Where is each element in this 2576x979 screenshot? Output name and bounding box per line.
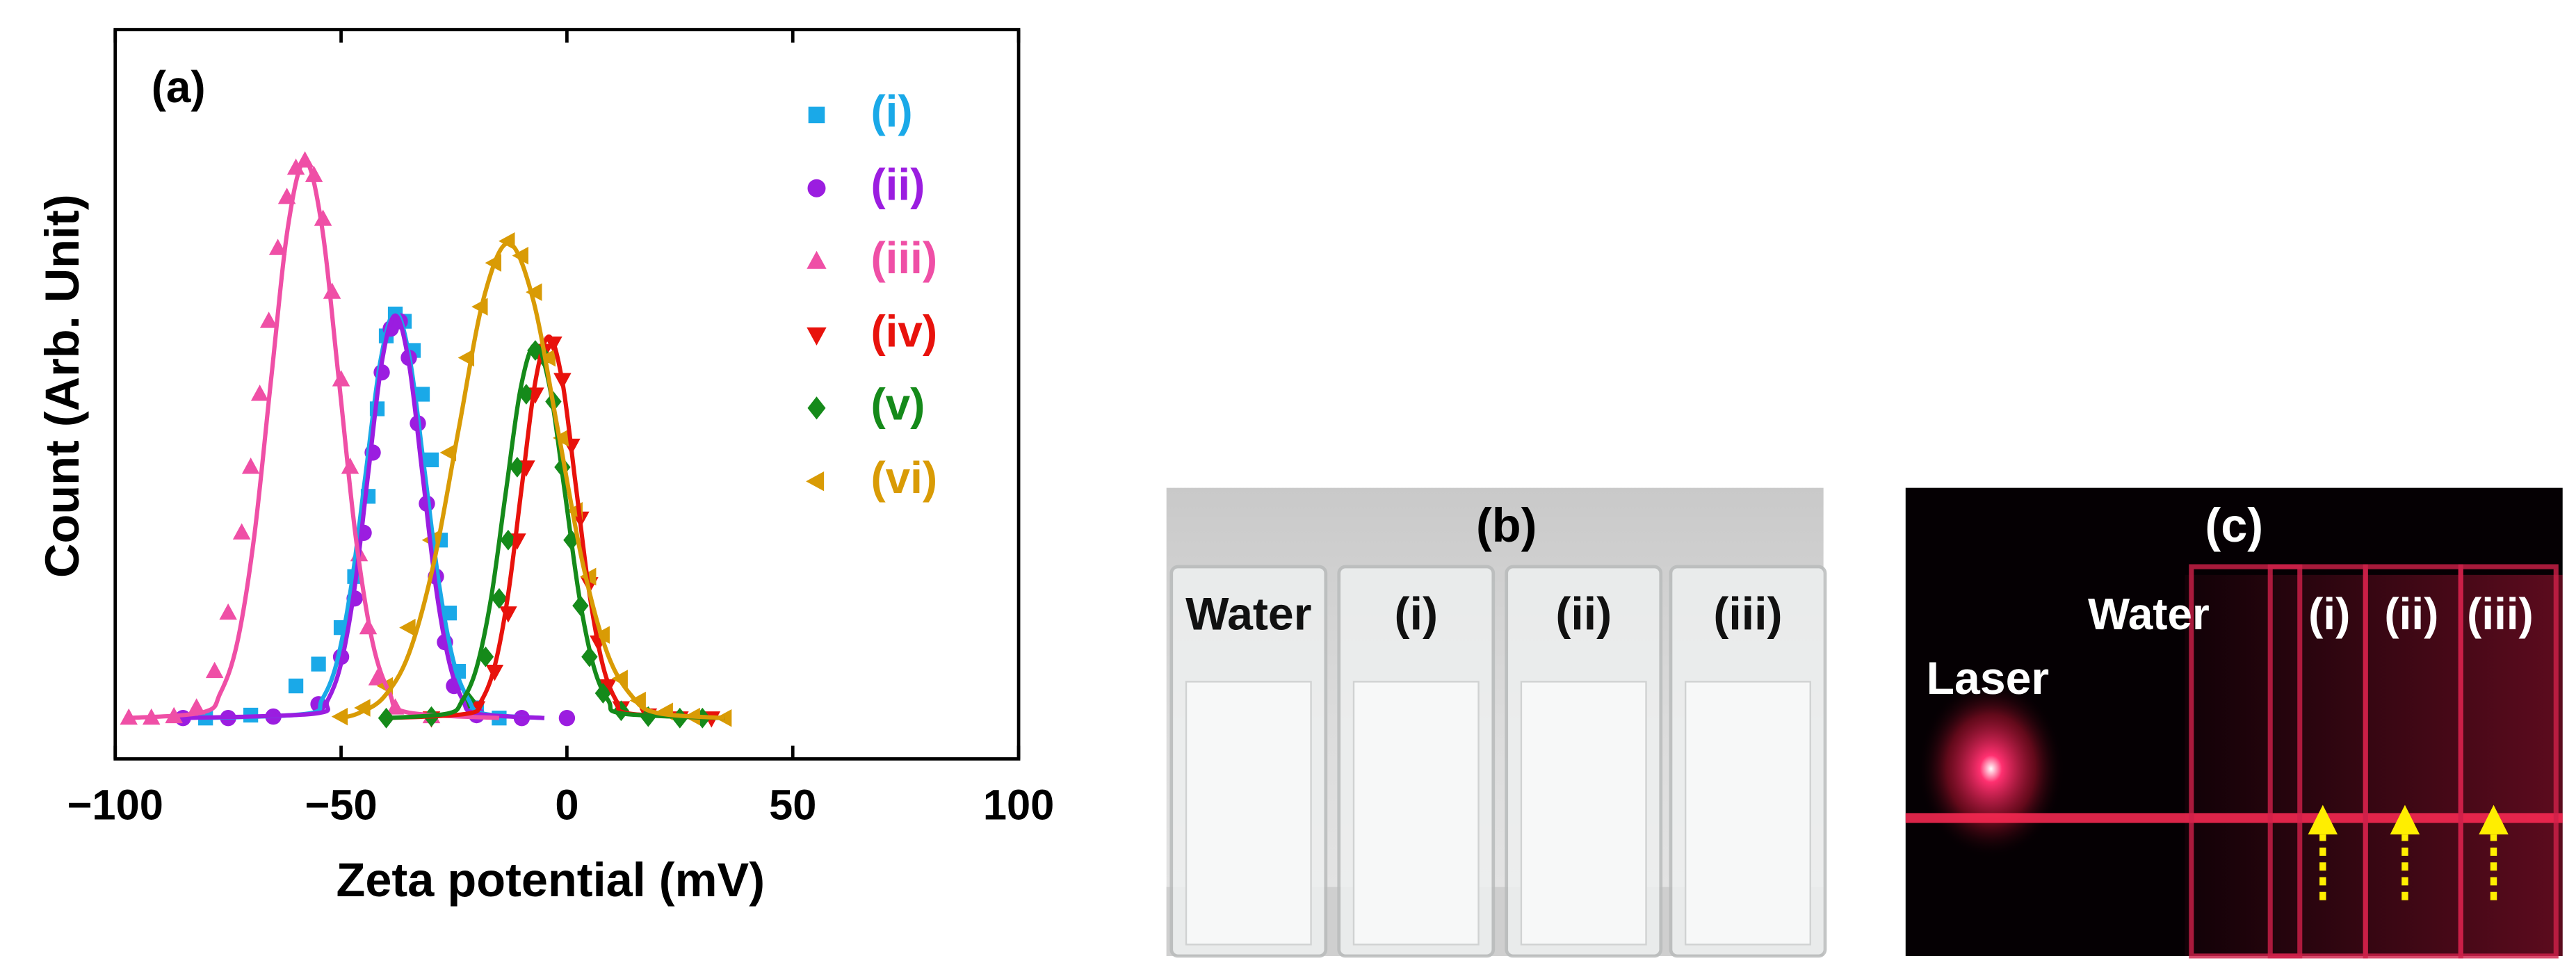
marker <box>259 312 278 328</box>
marker <box>558 710 576 727</box>
marker <box>509 456 526 478</box>
marker <box>807 250 827 269</box>
marker <box>539 348 556 367</box>
marker <box>399 618 416 637</box>
fit-line <box>205 309 545 720</box>
x-tick-label: 0 <box>555 782 578 830</box>
arrow-head <box>2308 804 2338 835</box>
marker <box>341 458 359 474</box>
marker <box>808 106 825 124</box>
marker <box>314 209 332 226</box>
legend-label: (iv) <box>870 306 937 356</box>
marker <box>807 396 826 420</box>
marker <box>268 238 287 255</box>
x-tick-label: −100 <box>67 782 163 830</box>
x-axis-label: Zeta potential (mV) <box>337 853 765 907</box>
legend-label: (v) <box>870 380 925 430</box>
legend-label: (vi) <box>870 453 937 503</box>
legend-label: (iii) <box>870 233 937 283</box>
y-axis-label: Count (Arb. Unit) <box>35 194 89 578</box>
marker <box>807 179 826 197</box>
fit-line <box>386 334 725 720</box>
laser-glow <box>1917 678 2065 859</box>
marker <box>187 698 206 715</box>
marker <box>241 458 260 474</box>
photo-b: (b) Water (i) (ii) (iii) <box>1166 487 1827 958</box>
laser-beam <box>1905 813 2563 823</box>
arrow-head <box>2390 804 2420 835</box>
fit-line <box>128 159 500 720</box>
cuvette-label: (i) <box>2308 589 2350 639</box>
marker <box>288 678 304 694</box>
legend-label: (i) <box>870 86 912 136</box>
photo-c: (c) Laser Water (i) (ii) (iii) <box>1905 487 2563 959</box>
marker <box>368 669 387 686</box>
red-haze <box>2185 574 2563 956</box>
marker <box>311 656 326 672</box>
marker <box>332 370 350 387</box>
cuvette <box>2458 564 2559 959</box>
marker <box>491 588 508 609</box>
cuvette <box>2189 564 2303 959</box>
marker <box>250 385 269 401</box>
marker <box>323 282 341 299</box>
fit-line <box>386 342 725 720</box>
cuvette-label: (iii) <box>1713 589 1782 640</box>
marker <box>378 707 395 729</box>
fit-line <box>340 241 726 720</box>
cuvette-glass <box>1685 681 1811 946</box>
panel-label: (c) <box>2205 499 2263 552</box>
fit-line <box>183 313 545 720</box>
marker <box>232 523 251 540</box>
marker <box>354 699 371 717</box>
cuvette-label: (ii) <box>1555 589 1612 640</box>
marker <box>806 471 825 492</box>
marker <box>527 340 544 361</box>
cuvette-glass <box>1185 681 1312 946</box>
arrow-head <box>2479 804 2509 835</box>
panel-label: (a) <box>152 62 206 112</box>
marker <box>526 283 542 301</box>
cuvette-label: Water <box>2088 589 2210 639</box>
marker <box>807 327 827 346</box>
panel-label: (b) <box>1476 499 1537 552</box>
cuvette-label: Water <box>1185 589 1311 640</box>
marker <box>331 707 348 726</box>
marker <box>219 603 237 620</box>
cuvette-label: (i) <box>1395 589 1438 640</box>
cuvette-label: (iii) <box>2467 589 2534 639</box>
marker <box>205 661 224 679</box>
x-tick-label: 50 <box>769 782 816 830</box>
marker <box>414 387 430 402</box>
cuvette-label: (ii) <box>2384 589 2438 639</box>
legend-label: (ii) <box>870 160 925 210</box>
x-tick-label: 100 <box>983 782 1054 830</box>
cuvette-glass <box>1352 681 1480 946</box>
cuvette-glass <box>1520 681 1647 946</box>
laser-label: Laser <box>1927 653 2049 704</box>
marker <box>423 452 439 468</box>
marker <box>500 529 517 551</box>
x-tick-label: −50 <box>305 782 377 830</box>
